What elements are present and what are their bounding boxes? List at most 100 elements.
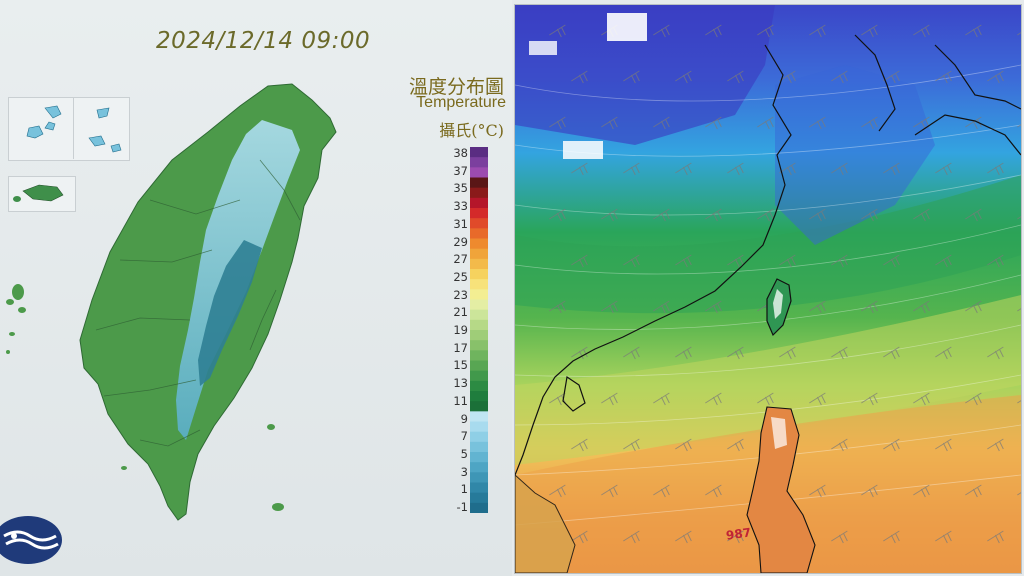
legend-tick-label: 25 xyxy=(453,269,468,284)
wind-barb xyxy=(779,162,796,176)
wind-barb xyxy=(1017,492,1021,496)
wind-barb xyxy=(571,346,588,360)
legend-color-step xyxy=(470,289,488,301)
wind-barb xyxy=(623,530,640,544)
wind-barb xyxy=(601,116,618,130)
wind-barb xyxy=(705,300,722,314)
east-asia-map xyxy=(515,5,1021,573)
wind-barb xyxy=(883,530,900,544)
wind-barb xyxy=(623,70,640,84)
legend-color-step xyxy=(470,380,488,392)
legend-color-step xyxy=(470,502,488,513)
legend-color-step xyxy=(470,360,488,372)
wind-barb xyxy=(727,438,744,452)
wind-barb xyxy=(831,254,848,268)
legend-color-step xyxy=(470,472,488,484)
wind-barb xyxy=(779,346,796,360)
legend-tick-label: 38 xyxy=(453,146,468,160)
legend-tick-label: 7 xyxy=(460,429,468,444)
wind-barb xyxy=(623,162,640,176)
map-timestamp: 2024/12/14 09:00 xyxy=(156,28,371,54)
wind-barb xyxy=(883,254,900,268)
wind-barb xyxy=(809,484,826,498)
wind-barb xyxy=(653,300,670,314)
wind-barb xyxy=(549,484,566,498)
wind-barb xyxy=(935,346,952,360)
wind-barb xyxy=(601,484,618,498)
wind-barb xyxy=(913,300,930,314)
green-island xyxy=(267,424,275,430)
wind-barb xyxy=(965,484,982,498)
wind-barbs xyxy=(549,24,1021,544)
wind-barb xyxy=(571,438,588,452)
legend-tick-label: 19 xyxy=(453,323,468,337)
wind-barb xyxy=(549,116,566,130)
legend-tick-label: 21 xyxy=(453,305,468,320)
wind-barb xyxy=(831,162,848,176)
legend-color-step xyxy=(470,340,488,351)
legend-color-step xyxy=(470,299,488,311)
wind-barb xyxy=(727,162,744,176)
indochina-coast xyxy=(515,474,576,573)
legend-color-step xyxy=(470,197,488,209)
wind-barb xyxy=(831,70,848,84)
legend-color-step xyxy=(470,147,488,158)
legend-tick-label: 31 xyxy=(453,216,468,231)
wind-barb xyxy=(987,70,1004,84)
wind-barb xyxy=(861,208,878,222)
wind-barb xyxy=(653,116,670,130)
orchid-island xyxy=(272,503,284,511)
legend-color-step xyxy=(470,492,488,504)
wind-barb xyxy=(861,300,878,314)
legend-tick-label: 27 xyxy=(453,252,468,267)
wind-barb xyxy=(675,162,692,176)
legend-color-step xyxy=(470,258,488,270)
legend-color-step xyxy=(470,462,488,473)
wind-barb xyxy=(913,484,930,498)
legend-tick-label: 33 xyxy=(453,199,468,214)
wind-barb xyxy=(705,24,722,38)
legend-color-step xyxy=(470,370,488,382)
coastlines xyxy=(515,34,1021,476)
legend-color-step xyxy=(470,350,488,362)
wind-barb xyxy=(1017,308,1021,312)
penghu-islands xyxy=(6,284,26,354)
wind-barb xyxy=(965,300,982,314)
wind-barb xyxy=(1017,32,1021,36)
wind-barb xyxy=(1017,124,1021,128)
east-asia-temperature-model-panel: 987 xyxy=(514,4,1022,574)
legend-tick-label: 1 xyxy=(460,482,468,497)
wind-barb xyxy=(675,254,692,268)
liuqiu-island xyxy=(121,466,127,470)
wind-barb xyxy=(935,70,952,84)
legend-tick-label: 13 xyxy=(453,376,468,391)
wind-barb xyxy=(809,24,826,38)
wind-barb xyxy=(757,116,774,130)
wind-barb xyxy=(757,208,774,222)
wind-barb xyxy=(809,116,826,130)
kinmen-inset xyxy=(8,176,76,212)
legend-color-step xyxy=(470,269,488,280)
wind-barb xyxy=(935,530,952,544)
matsu-inset xyxy=(8,97,130,161)
wind-barb xyxy=(831,346,848,360)
wind-barb xyxy=(549,300,566,314)
legend-color-step xyxy=(470,411,488,423)
legend-color-step xyxy=(470,482,488,494)
wind-barb xyxy=(653,392,670,406)
legend-color-step xyxy=(470,452,488,463)
wind-barb xyxy=(601,392,618,406)
legend-tick-label: 23 xyxy=(453,287,468,302)
wind-barb xyxy=(987,530,1004,544)
wind-barb xyxy=(571,530,588,544)
wind-barb xyxy=(1017,216,1021,220)
wind-barb xyxy=(571,162,588,176)
legend-color-step xyxy=(470,228,488,240)
legend-color-step xyxy=(470,391,488,402)
legend-tick-label: 29 xyxy=(453,234,468,249)
wind-barb xyxy=(935,162,952,176)
wind-barb xyxy=(861,484,878,498)
wind-barb xyxy=(623,254,640,268)
legend-color-step xyxy=(470,309,488,321)
legend-color-step xyxy=(470,330,488,341)
